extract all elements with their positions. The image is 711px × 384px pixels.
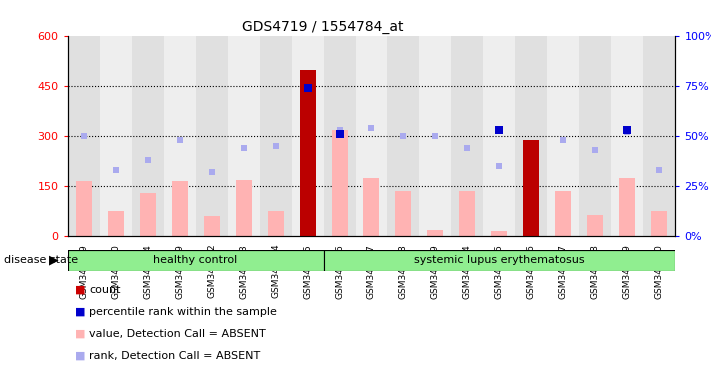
- Text: ■: ■: [75, 351, 85, 361]
- Bar: [579, 36, 611, 236]
- Bar: [515, 36, 547, 236]
- Bar: [228, 36, 260, 236]
- Bar: [171, 181, 188, 236]
- Text: systemic lupus erythematosus: systemic lupus erythematosus: [415, 255, 584, 265]
- Bar: [619, 178, 636, 236]
- Bar: [139, 193, 156, 236]
- Bar: [587, 215, 604, 236]
- Bar: [451, 36, 483, 236]
- Bar: [651, 211, 668, 236]
- Bar: [363, 178, 380, 236]
- Text: value, Detection Call = ABSENT: value, Detection Call = ABSENT: [89, 329, 266, 339]
- Text: ▶: ▶: [48, 254, 58, 267]
- Bar: [483, 36, 515, 236]
- Bar: [419, 36, 451, 236]
- Bar: [395, 191, 412, 236]
- Bar: [547, 36, 579, 236]
- Bar: [331, 130, 348, 236]
- Bar: [196, 36, 228, 236]
- Bar: [100, 36, 132, 236]
- Bar: [491, 231, 508, 236]
- Text: count: count: [89, 285, 120, 295]
- Bar: [643, 36, 675, 236]
- Text: percentile rank within the sample: percentile rank within the sample: [89, 307, 277, 317]
- Bar: [555, 191, 572, 236]
- Bar: [324, 250, 675, 271]
- Text: disease state: disease state: [4, 255, 77, 265]
- Bar: [459, 191, 476, 236]
- Bar: [267, 211, 284, 236]
- Bar: [132, 36, 164, 236]
- Bar: [75, 181, 92, 236]
- Bar: [427, 230, 444, 236]
- Bar: [235, 180, 252, 236]
- Bar: [387, 36, 419, 236]
- Text: healthy control: healthy control: [154, 255, 237, 265]
- Text: ■: ■: [75, 307, 85, 317]
- Bar: [107, 211, 124, 236]
- Bar: [68, 36, 100, 236]
- Bar: [292, 36, 324, 236]
- Text: ■: ■: [75, 329, 85, 339]
- Bar: [356, 36, 387, 236]
- Bar: [299, 70, 316, 236]
- Bar: [260, 36, 292, 236]
- Bar: [203, 216, 220, 236]
- Bar: [523, 140, 540, 236]
- Title: GDS4719 / 1554784_at: GDS4719 / 1554784_at: [242, 20, 404, 34]
- Bar: [164, 36, 196, 236]
- Text: ■: ■: [75, 285, 85, 295]
- Bar: [611, 36, 643, 236]
- Bar: [324, 36, 356, 236]
- Bar: [68, 250, 324, 271]
- Text: rank, Detection Call = ABSENT: rank, Detection Call = ABSENT: [89, 351, 260, 361]
